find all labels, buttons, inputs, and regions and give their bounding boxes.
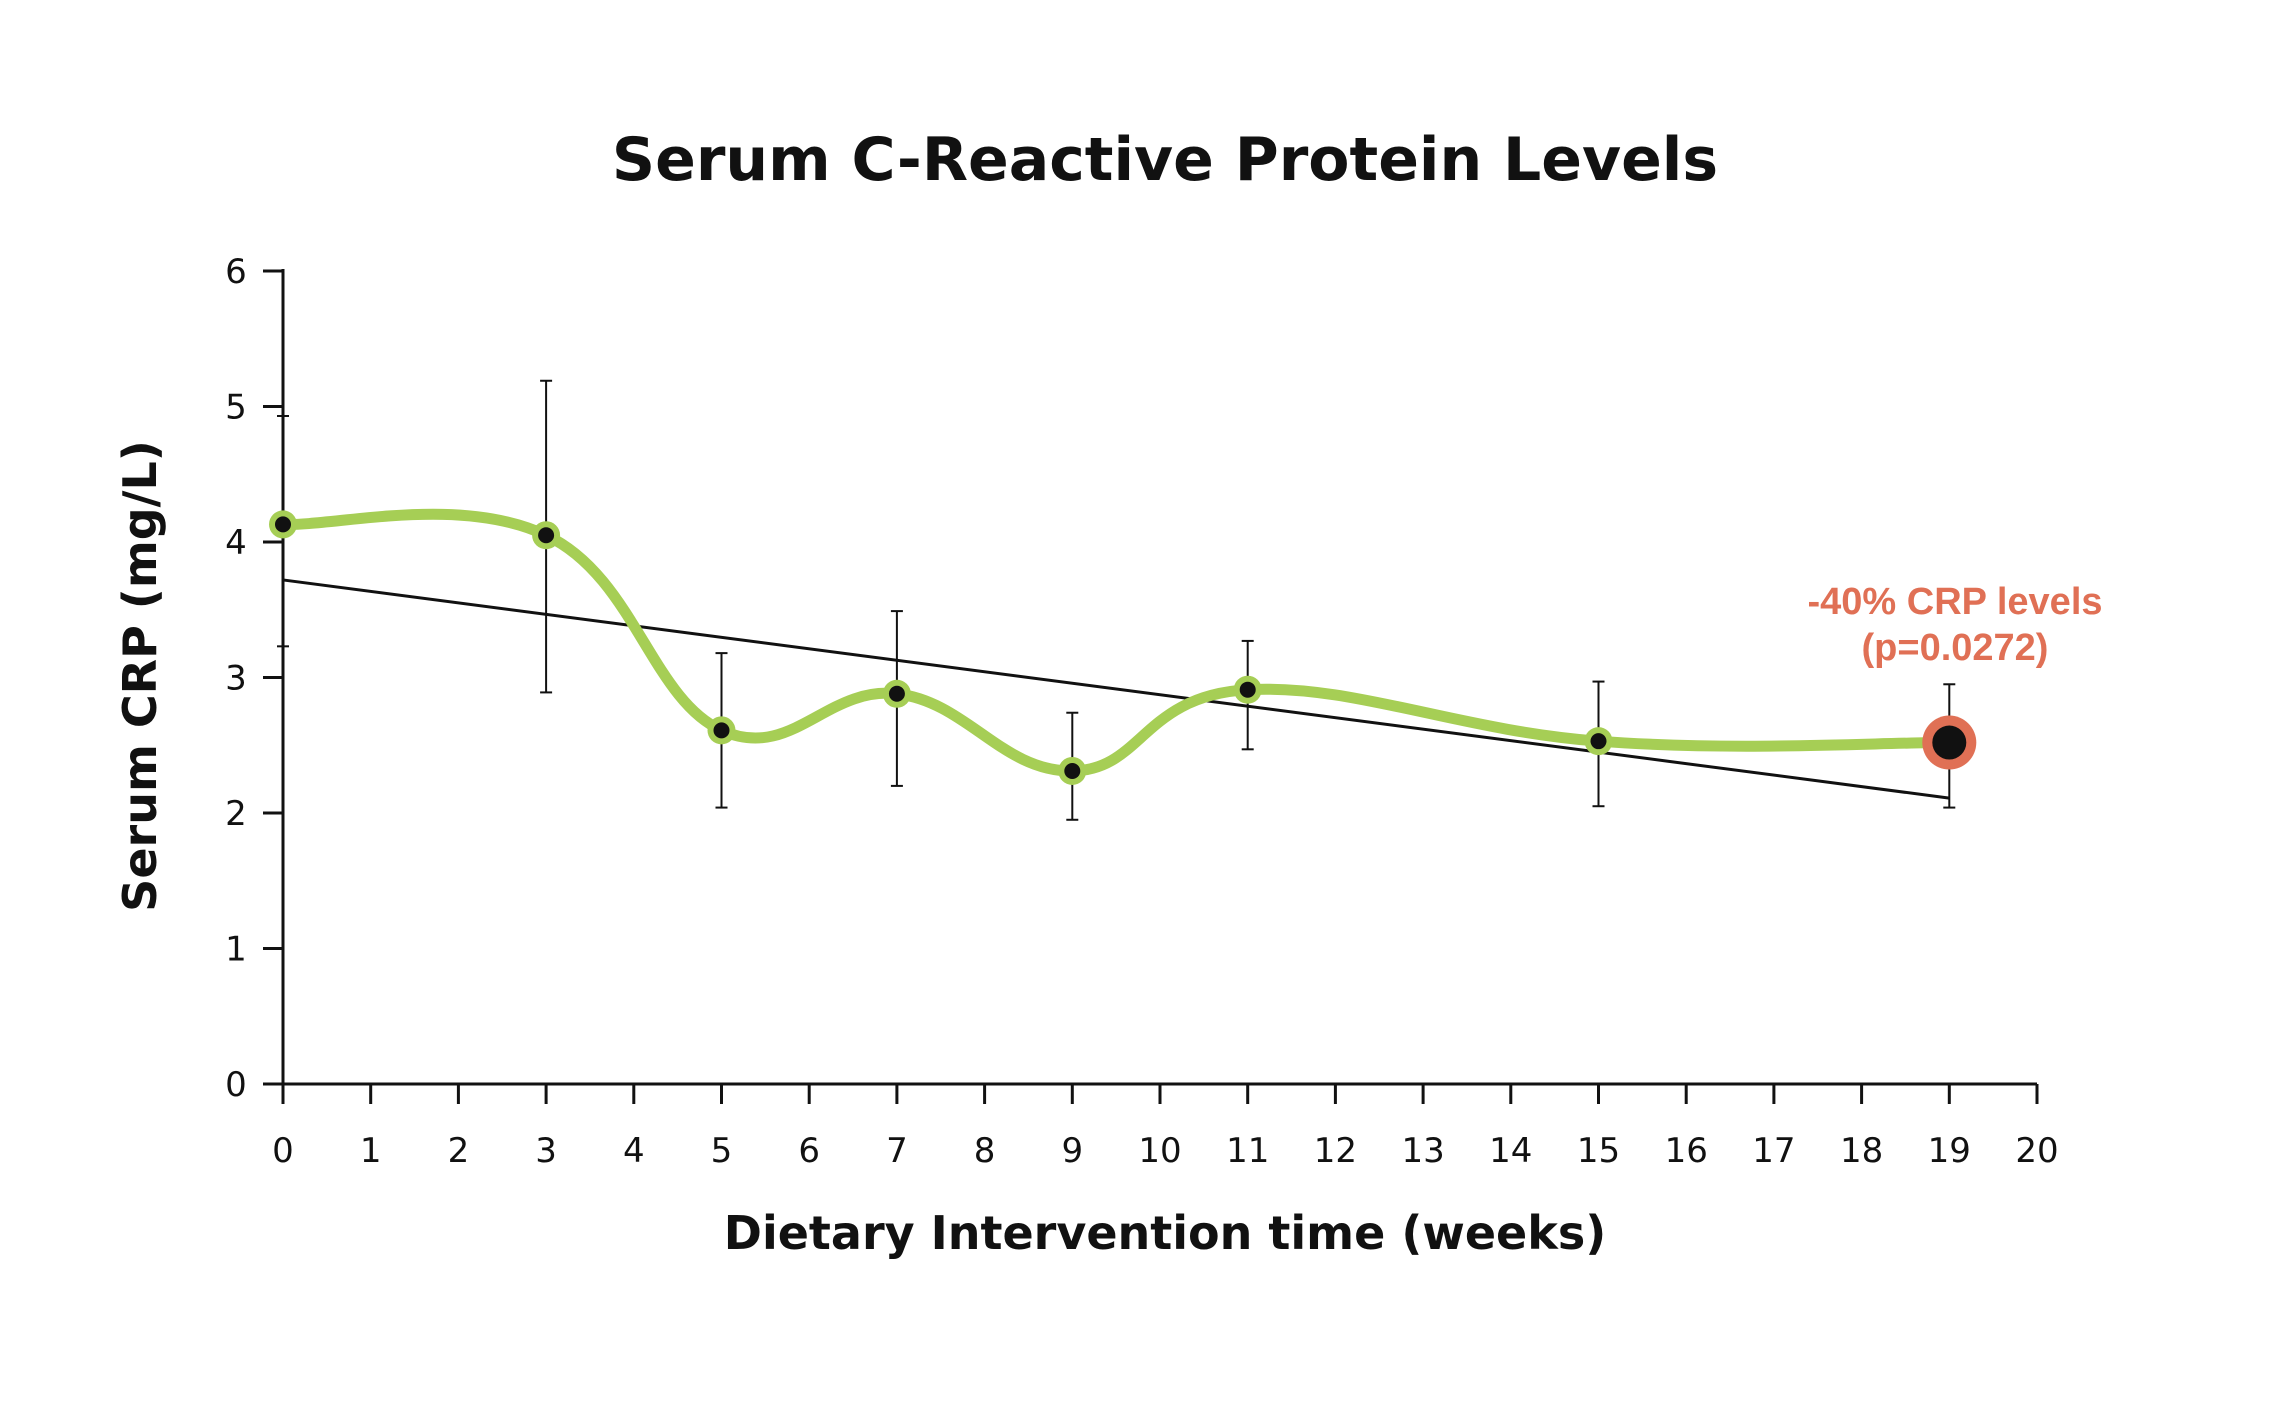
- x-tick-label: 2: [448, 1131, 470, 1171]
- highlight-point: [1932, 725, 1967, 760]
- x-tick-label: 11: [1226, 1131, 1269, 1171]
- data-point: [713, 722, 730, 739]
- x-tick-label: 1: [360, 1131, 382, 1171]
- y-axis-title: Serum CRP (mg/L): [113, 440, 167, 912]
- y-tick-label: 3: [225, 659, 247, 699]
- data-point: [1239, 681, 1256, 698]
- data-point: [538, 527, 555, 544]
- x-tick-label: 10: [1138, 1131, 1181, 1171]
- chart-title: Serum C-Reactive Protein Levels: [612, 125, 1718, 195]
- y-tick-label: 1: [225, 930, 247, 970]
- x-tick-label: 17: [1752, 1131, 1795, 1171]
- series-line: [277, 508, 1955, 777]
- x-tick-label: 7: [886, 1131, 908, 1171]
- x-tick-label: 8: [974, 1131, 996, 1171]
- x-tick-label: 12: [1314, 1131, 1357, 1171]
- x-axis-title: Dietary Intervention time (weeks): [724, 1206, 1606, 1260]
- annotation-line: (p=0.0272): [1862, 627, 2049, 669]
- annotation-line: -40% CRP levels: [1807, 581, 2102, 623]
- x-tick-label: 0: [272, 1131, 294, 1171]
- x-tick-label: 5: [711, 1131, 733, 1171]
- y-tick-label: 6: [225, 252, 247, 292]
- x-tick-label: 14: [1489, 1131, 1532, 1171]
- y-tick-label: 2: [225, 794, 247, 834]
- y-tick-label: 5: [225, 388, 247, 428]
- y-tick-label: 0: [225, 1065, 247, 1105]
- data-point: [888, 685, 905, 702]
- x-tick-label: 19: [1928, 1131, 1971, 1171]
- x-tick-label: 13: [1401, 1131, 1444, 1171]
- x-tick-label: 6: [798, 1131, 820, 1171]
- x-tick-label: 16: [1665, 1131, 1708, 1171]
- x-tick-label: 3: [535, 1131, 557, 1171]
- data-point: [1590, 733, 1607, 750]
- data-point: [275, 516, 291, 533]
- x-tick-label: 4: [623, 1131, 645, 1171]
- trend-line: [282, 578, 1950, 800]
- x-tick-label: 9: [1061, 1131, 1083, 1171]
- x-tick-label: 18: [1840, 1131, 1883, 1171]
- data-point: [1064, 762, 1081, 779]
- x-tick-label: 15: [1577, 1131, 1620, 1171]
- y-tick-label: 4: [225, 523, 247, 563]
- x-tick-label: 20: [2015, 1131, 2058, 1171]
